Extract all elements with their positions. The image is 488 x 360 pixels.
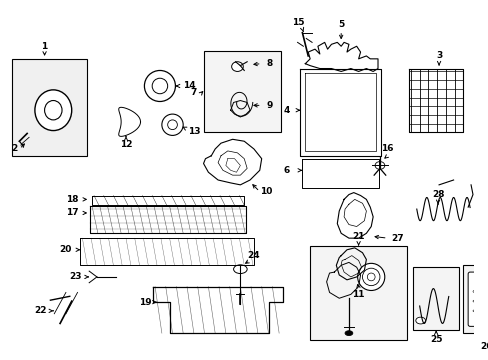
Text: 3: 3 [435,51,441,60]
Ellipse shape [357,264,384,291]
Text: 8: 8 [266,59,272,68]
Bar [462,265,488,333]
Text: 25: 25 [429,336,442,345]
Text: 16: 16 [381,144,393,153]
Ellipse shape [144,71,175,102]
Bar [412,267,459,330]
Text: 23: 23 [69,273,81,282]
Text: 12: 12 [120,140,132,149]
Text: 19: 19 [139,298,151,307]
Ellipse shape [345,331,352,336]
Text: 21: 21 [352,232,364,241]
Ellipse shape [167,120,177,130]
Text: 17: 17 [66,208,79,217]
Text: 4: 4 [283,106,289,115]
Text: 15: 15 [292,18,304,27]
Text: 27: 27 [390,234,403,243]
Ellipse shape [44,100,62,120]
Text: 24: 24 [247,251,260,260]
Bar [203,51,281,131]
Ellipse shape [374,162,384,169]
Text: 26: 26 [479,342,488,351]
Text: 13: 13 [187,127,200,136]
Ellipse shape [152,78,167,94]
Ellipse shape [366,273,374,281]
Text: 10: 10 [260,187,272,196]
Text: 9: 9 [266,101,272,110]
Ellipse shape [362,268,379,285]
Ellipse shape [233,265,246,274]
Ellipse shape [35,90,72,131]
Text: 14: 14 [183,81,195,90]
Text: 11: 11 [352,290,364,299]
Bar [12,59,87,156]
FancyBboxPatch shape [467,272,488,327]
Text: 28: 28 [431,190,444,199]
Bar [309,246,406,340]
Text: 7: 7 [190,88,197,97]
Text: 2: 2 [11,144,18,153]
Ellipse shape [231,62,243,71]
Text: 6: 6 [283,166,289,175]
Ellipse shape [415,317,425,324]
Text: 1: 1 [41,42,48,51]
Text: 5: 5 [337,21,344,30]
Text: 18: 18 [66,195,79,204]
Text: 22: 22 [34,306,47,315]
Ellipse shape [162,114,183,135]
Text: 20: 20 [60,245,72,254]
